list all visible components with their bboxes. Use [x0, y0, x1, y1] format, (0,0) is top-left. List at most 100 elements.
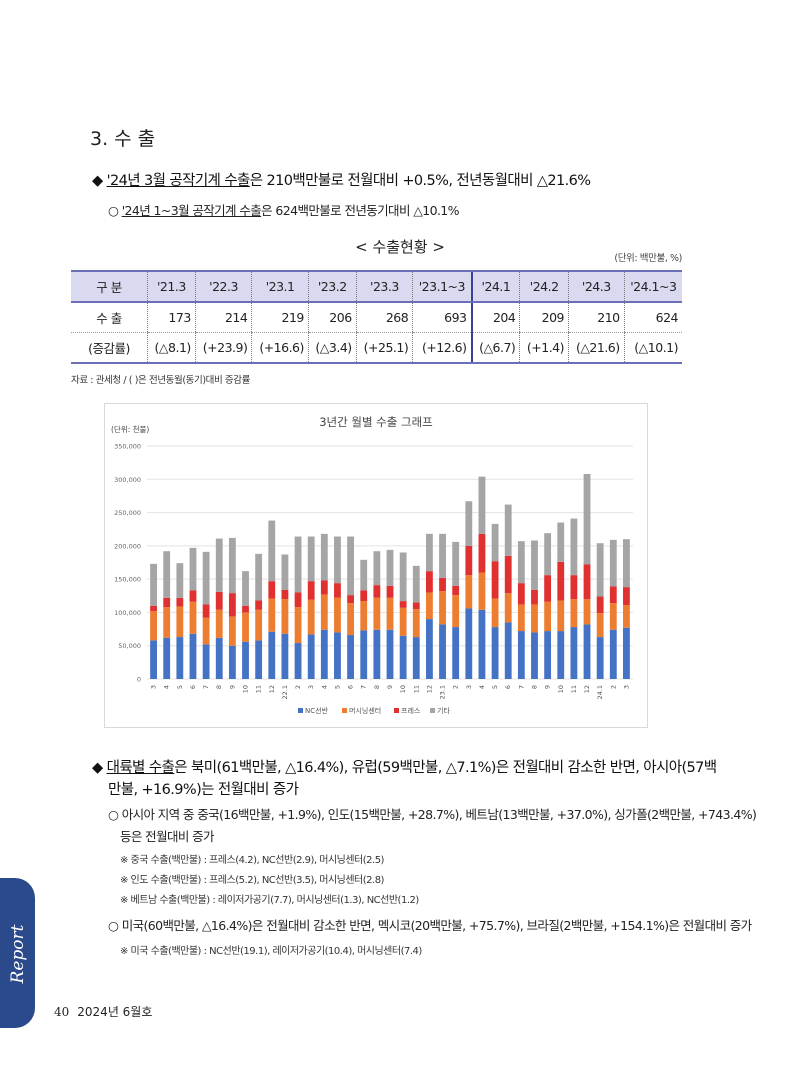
bar-segment — [150, 611, 157, 641]
x-tick-label: 10 — [557, 685, 565, 693]
bar-segment — [504, 504, 512, 556]
bar-segment — [517, 541, 525, 584]
sub-q1-export: ○ '24년 1~3월 공작기계 수출은 624백만불로 전년동기대비 △10.… — [108, 200, 460, 219]
header-cell: '23.1 — [251, 270, 309, 303]
bar-segment — [294, 536, 302, 593]
bar-segment — [386, 629, 394, 679]
bar-segment — [583, 473, 591, 565]
bar-segment — [452, 595, 460, 628]
bar-segment — [491, 523, 499, 562]
legend-label: 프레스 — [401, 706, 421, 715]
table-cell: (+25.1) — [355, 332, 413, 364]
issue-label: 2024년 6월호 — [77, 1005, 153, 1019]
bar-segment — [609, 539, 617, 587]
chart-container: 3년간 월별 수출 그래프 (단위: 천불) 0 50,000 100,000 150,0… — [104, 403, 648, 728]
bar-segment — [320, 533, 328, 581]
bar-segment — [242, 571, 249, 606]
y-tick-label: 200,000 — [114, 542, 141, 550]
header-cell: '22.3 — [194, 270, 252, 303]
bar-segment — [478, 609, 486, 679]
bar-segment — [202, 644, 210, 679]
legend-label: 기타 — [437, 706, 450, 715]
bar-segment — [255, 600, 263, 610]
bar-segment — [609, 586, 617, 604]
bar-segment — [399, 601, 407, 608]
x-tick-label: 4 — [163, 685, 171, 689]
x-tick-label: 3 — [307, 685, 315, 689]
bar-segment — [163, 637, 171, 679]
table-cell: 693 — [412, 302, 472, 333]
bar-segment — [347, 595, 355, 604]
table-cell: (△6.7) — [470, 332, 520, 364]
bar-segment — [439, 624, 446, 679]
table-cell: (+16.6) — [251, 332, 309, 364]
bar-segment — [294, 643, 302, 679]
bar-segment — [583, 564, 591, 600]
bar-segment — [294, 592, 302, 608]
x-tick-label: 12 — [425, 685, 433, 693]
bar-segment — [425, 533, 433, 572]
bar-segment — [531, 540, 538, 590]
bar-segment — [307, 581, 315, 600]
table-source-note: 자료 : 관세청 / ( )은 전년동월(동기)대비 증감률 — [71, 375, 250, 386]
table-cell: 268 — [355, 302, 413, 333]
y-tick-label: 50,000 — [118, 642, 141, 650]
x-tick-label: 6 — [347, 685, 355, 689]
sub-marker: ○ — [108, 918, 119, 933]
bar-segment — [452, 585, 460, 596]
bar-segment — [202, 604, 210, 618]
x-tick-label: 6 — [189, 685, 197, 689]
bar-segment — [399, 635, 407, 679]
sub-marker: ○ — [108, 807, 119, 822]
bar-segment — [334, 632, 341, 679]
bar-segment — [228, 593, 236, 617]
bullet-text: 은 북미(61백만불, △16.4%), 유럽(59백만불, △7.1%)은 전… — [174, 760, 717, 776]
bar-segment — [281, 599, 289, 634]
row-label: (증감률) — [71, 332, 148, 364]
bar-segment — [412, 609, 420, 638]
x-tick-label: 9 — [228, 685, 236, 689]
legend-swatch — [430, 708, 435, 713]
bar-segment — [163, 607, 171, 638]
bar-segment — [531, 632, 538, 679]
bar-segment — [373, 597, 381, 630]
bar-segment — [491, 561, 499, 599]
bar-segment — [478, 476, 486, 534]
bar-segment — [189, 633, 197, 679]
header-cell: '21.3 — [147, 270, 196, 303]
x-tick-label: 2 — [609, 685, 617, 689]
table-unit: (단위: 백만불, %) — [614, 253, 682, 264]
x-tick-label: 5 — [491, 685, 499, 689]
bar-segment — [517, 604, 525, 632]
table-cell: 219 — [251, 302, 309, 333]
x-tick-label: 11 — [570, 685, 578, 693]
bar-segment — [215, 591, 223, 610]
header-cell: '24.3 — [568, 270, 625, 303]
x-tick-label: 8 — [373, 685, 381, 689]
bar-segment — [255, 640, 263, 679]
bar-segment — [439, 533, 446, 578]
bar-segment — [557, 561, 565, 601]
bar-segment — [373, 629, 381, 679]
bar-segment — [399, 552, 407, 602]
table-cell: 204 — [470, 302, 520, 333]
legend-label: NC선반 — [305, 706, 329, 715]
note-india: ※ 인도 수출(백만불) : 프레스(5.2), NC선반(3.5), 머시닝센… — [120, 875, 384, 886]
note-usa: ※ 미국 수출(백만불) : NC선반(19.1), 레이저가공기(10.4),… — [120, 946, 422, 957]
sub-americas: ○ 미국(60백만불, △16.4%)은 전월대비 감소한 반면, 멕시코(20… — [108, 915, 752, 934]
x-tick-label: 7 — [517, 685, 525, 689]
table-row: 수 출 173 214 219 206 268 693 204 209 210 … — [71, 302, 682, 333]
bar-segment — [228, 537, 236, 594]
sub-asia: ○ 아시아 지역 중 중국(16백만불, +1.9%), 인도(15백만불, +… — [108, 804, 757, 848]
bar-segment — [360, 630, 368, 679]
bar-segment — [255, 553, 263, 601]
bar-segment — [320, 594, 328, 630]
bar-segment — [373, 551, 381, 586]
bar-segment — [202, 551, 210, 605]
bar-segment — [334, 536, 341, 584]
bar-segment — [255, 609, 263, 641]
bar-segment — [228, 645, 236, 679]
bar-segment — [386, 549, 394, 586]
bar-segment — [623, 587, 630, 606]
bar-segment — [320, 580, 328, 595]
